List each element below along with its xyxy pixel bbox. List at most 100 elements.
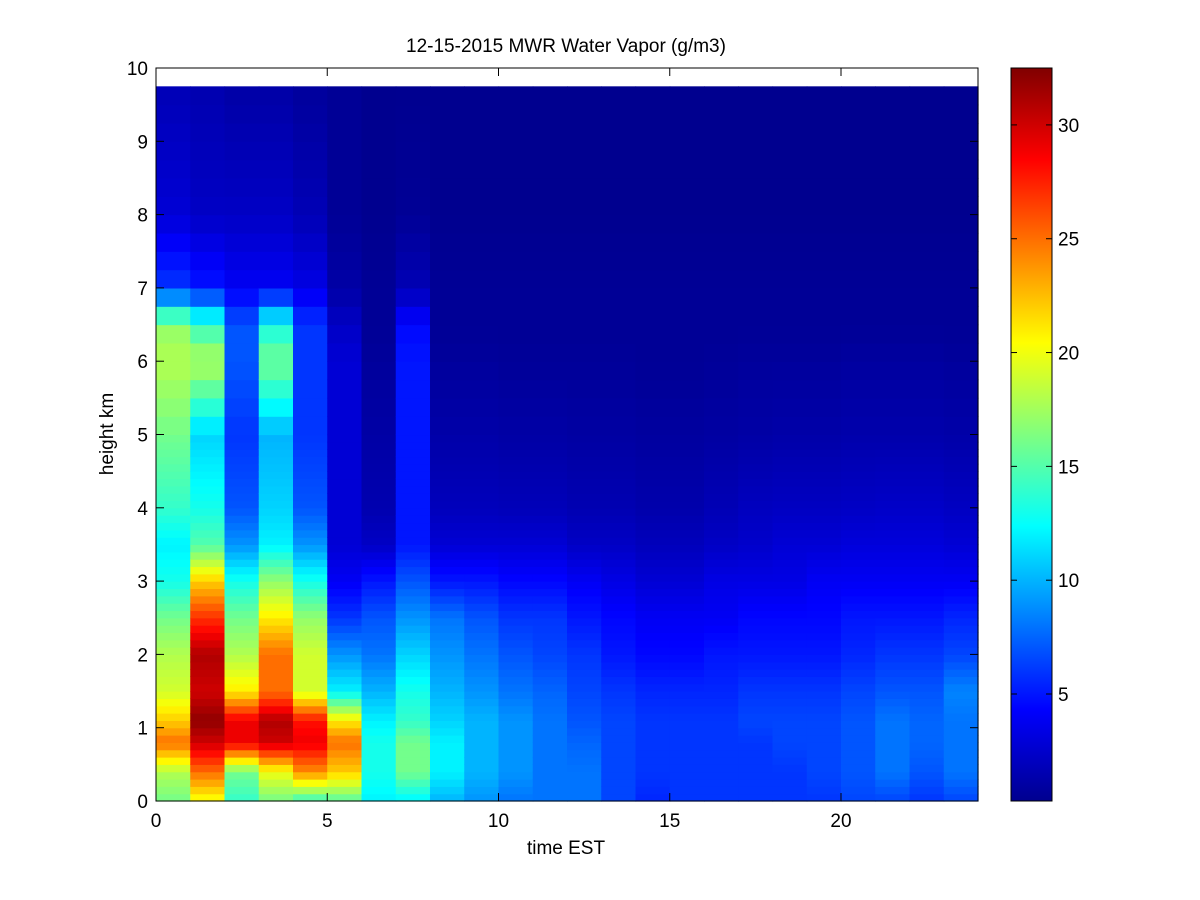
heatmap-cell [395, 104, 431, 124]
heatmap-cell [772, 324, 808, 344]
heatmap-cell [327, 537, 363, 546]
heatmap-cell [875, 287, 911, 307]
heatmap-cell [430, 416, 465, 436]
heatmap-cell [327, 617, 363, 626]
heatmap-cell [361, 617, 397, 626]
heatmap-cell [190, 742, 226, 751]
heatmap-cell [224, 647, 260, 655]
heatmap-cell [943, 269, 979, 289]
heatmap-cell [156, 485, 191, 494]
heatmap-cell [293, 122, 328, 142]
heatmap-cell [532, 749, 568, 758]
heatmap-cell [669, 705, 705, 714]
heatmap-cell [156, 397, 191, 417]
heatmap-cell [156, 342, 191, 362]
heatmap-cell [841, 141, 876, 161]
heatmap-cell [909, 603, 945, 612]
heatmap-cell [327, 749, 363, 758]
heatmap-cell [806, 617, 842, 626]
heatmap-cell [190, 342, 226, 362]
heatmap-cell [806, 647, 842, 655]
heatmap-cell [669, 610, 705, 619]
heatmap-cell [567, 449, 602, 458]
heatmap-cell [909, 441, 945, 450]
heatmap-cell [395, 720, 431, 729]
heatmap-cell [498, 324, 534, 344]
heatmap-cell [327, 573, 363, 582]
heatmap-cell [943, 537, 979, 546]
heatmap-cell [532, 566, 568, 575]
heatmap-cell [258, 456, 294, 465]
heatmap-cell [738, 639, 774, 648]
heatmap-cell [943, 287, 979, 307]
heatmap-cell [224, 529, 260, 538]
heatmap-cell [567, 676, 602, 685]
heatmap-cell [498, 269, 534, 289]
heatmap-cell [635, 485, 671, 494]
heatmap-cell [704, 764, 739, 773]
heatmap-cell [806, 232, 842, 252]
heatmap-cell [704, 639, 739, 648]
heatmap-cell [464, 654, 500, 663]
heatmap-cell [841, 669, 876, 677]
heatmap-cell [190, 793, 226, 802]
heatmap-cell [224, 379, 260, 399]
heatmap-cell [772, 691, 808, 699]
heatmap-cell [704, 441, 739, 450]
heatmap-cell [361, 493, 397, 502]
x-tick-label: 5 [322, 811, 333, 832]
heatmap-cell [806, 588, 842, 597]
heatmap-cell [738, 566, 774, 575]
heatmap-cell [258, 727, 294, 736]
heatmap-cell [943, 141, 979, 161]
heatmap-cell [704, 735, 739, 743]
heatmap-cell [224, 449, 260, 458]
y-tick-label: 5 [137, 426, 148, 447]
heatmap-cell [635, 416, 671, 436]
heatmap-cell [704, 500, 739, 509]
heatmap-cell [498, 537, 534, 546]
heatmap-cell [532, 786, 568, 795]
heatmap-cell [601, 493, 637, 502]
heatmap-cell [430, 515, 465, 524]
heatmap-cell [875, 507, 911, 516]
heatmap-cell [635, 757, 671, 765]
heatmap-cell [875, 441, 911, 450]
heatmap-cell [772, 471, 808, 480]
heatmap-cell [224, 86, 260, 106]
heatmap-cell [224, 727, 260, 736]
heatmap-cell [498, 159, 534, 179]
heatmap-cell [293, 529, 328, 538]
x-tick-label: 15 [659, 811, 680, 832]
heatmap-cell [601, 617, 637, 626]
heatmap-cell [258, 595, 294, 604]
heatmap-cell [772, 86, 808, 106]
heatmap-cell [190, 581, 226, 590]
heatmap-cell [875, 573, 911, 582]
heatmap-cell [841, 595, 876, 604]
heatmap-cell [601, 522, 637, 531]
heatmap-cell [567, 342, 602, 362]
heatmap-cell [601, 581, 637, 590]
heatmap-cell [806, 727, 842, 736]
heatmap-cell [909, 342, 945, 362]
heatmap-cell [841, 434, 876, 443]
x-axis-label: time EST [527, 838, 606, 859]
heatmap-cell [395, 713, 431, 721]
heatmap-cell [258, 485, 294, 494]
heatmap-cell [704, 727, 739, 736]
heatmap-cell [293, 104, 328, 124]
heatmap-cell [567, 86, 602, 106]
heatmap-cell [498, 456, 534, 465]
heatmap-cell [704, 522, 739, 531]
heatmap-cell [361, 515, 397, 524]
heatmap-cell [704, 493, 739, 502]
heatmap-cell [327, 379, 363, 399]
heatmap-cell [841, 581, 876, 590]
heatmap-cell [224, 735, 260, 743]
heatmap-cell [909, 522, 945, 531]
heatmap-cell [806, 742, 842, 751]
heatmap-cell [841, 449, 876, 458]
heatmap-cell [806, 603, 842, 612]
heatmap-cell [567, 463, 602, 472]
